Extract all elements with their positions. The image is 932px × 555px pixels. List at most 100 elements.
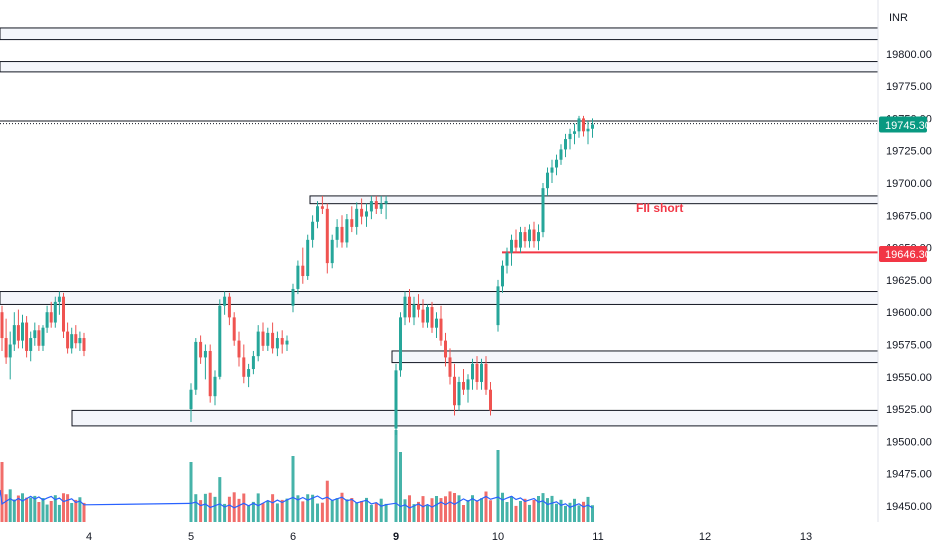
candle[interactable] xyxy=(582,115,585,137)
candle[interactable] xyxy=(62,292,65,339)
candle[interactable] xyxy=(417,294,420,318)
candle[interactable] xyxy=(403,291,407,326)
candle[interactable] xyxy=(25,316,29,358)
zone-1[interactable] xyxy=(0,61,879,73)
zone-3[interactable] xyxy=(0,291,879,305)
candle[interactable] xyxy=(591,118,594,138)
candle[interactable] xyxy=(232,312,236,346)
candle[interactable] xyxy=(586,120,590,145)
candle[interactable] xyxy=(237,331,241,367)
candle[interactable] xyxy=(306,234,310,280)
candle[interactable] xyxy=(501,260,504,293)
candle[interactable] xyxy=(573,123,576,145)
candle[interactable] xyxy=(444,332,447,367)
candle[interactable] xyxy=(379,195,383,215)
candle[interactable] xyxy=(475,356,479,390)
candle[interactable] xyxy=(280,330,284,354)
candle[interactable] xyxy=(49,301,53,328)
candle[interactable] xyxy=(435,312,438,339)
candle[interactable] xyxy=(285,335,289,351)
candle[interactable] xyxy=(505,247,509,274)
candle[interactable] xyxy=(301,247,305,284)
candle[interactable] xyxy=(256,325,260,362)
candle[interactable] xyxy=(340,215,344,248)
candle[interactable] xyxy=(12,312,16,351)
candle[interactable] xyxy=(568,128,572,150)
candle[interactable] xyxy=(471,358,474,390)
candle[interactable] xyxy=(41,325,45,351)
candle[interactable] xyxy=(466,374,470,403)
candle[interactable] xyxy=(374,195,378,215)
candle[interactable] xyxy=(8,331,12,380)
candle[interactable] xyxy=(74,325,78,349)
candle[interactable] xyxy=(82,332,86,357)
candle[interactable] xyxy=(559,144,563,165)
candle[interactable] xyxy=(537,224,540,251)
candle[interactable] xyxy=(203,344,207,380)
candle[interactable] xyxy=(271,322,275,354)
candle[interactable] xyxy=(365,203,368,227)
candle[interactable] xyxy=(335,219,339,248)
candle[interactable] xyxy=(399,312,402,377)
candle[interactable] xyxy=(57,291,61,315)
candle[interactable] xyxy=(555,154,558,176)
candle[interactable] xyxy=(275,331,279,357)
candle[interactable] xyxy=(480,358,483,390)
candle[interactable] xyxy=(546,167,549,196)
candle[interactable] xyxy=(532,221,536,248)
candle[interactable] xyxy=(430,301,434,333)
candle[interactable] xyxy=(194,338,198,395)
candle[interactable] xyxy=(218,299,222,380)
candle[interactable] xyxy=(439,305,443,346)
zone-0[interactable] xyxy=(0,27,879,41)
candle[interactable] xyxy=(291,283,295,313)
candle[interactable] xyxy=(53,296,57,328)
candle[interactable] xyxy=(316,201,319,229)
chart-pane[interactable] xyxy=(0,0,878,522)
candle[interactable] xyxy=(189,383,193,423)
candle[interactable] xyxy=(66,322,70,354)
candle[interactable] xyxy=(350,206,354,233)
candle[interactable] xyxy=(242,344,246,384)
candle[interactable] xyxy=(421,299,425,328)
candle[interactable] xyxy=(213,370,217,406)
candle[interactable] xyxy=(325,203,329,274)
candle[interactable] xyxy=(296,260,300,295)
candle[interactable] xyxy=(247,363,251,388)
candle[interactable] xyxy=(523,226,527,248)
candle[interactable] xyxy=(223,291,227,315)
candle[interactable] xyxy=(29,331,33,362)
candle[interactable] xyxy=(208,344,212,403)
candle[interactable] xyxy=(514,229,518,253)
candle[interactable] xyxy=(519,226,522,253)
candle[interactable] xyxy=(33,322,37,346)
time-axis[interactable] xyxy=(0,522,878,550)
candle[interactable] xyxy=(360,198,364,225)
candle[interactable] xyxy=(70,327,74,354)
candle[interactable] xyxy=(457,376,461,411)
candle[interactable] xyxy=(550,159,554,183)
candle[interactable] xyxy=(384,195,388,220)
candle[interactable] xyxy=(37,325,41,351)
candle[interactable] xyxy=(462,369,465,395)
candle[interactable] xyxy=(21,314,24,349)
candle[interactable] xyxy=(453,363,456,416)
candle[interactable] xyxy=(4,318,8,364)
candle[interactable] xyxy=(412,296,416,326)
zone-5[interactable] xyxy=(71,409,879,427)
candle[interactable] xyxy=(16,309,20,349)
candle[interactable] xyxy=(369,195,373,220)
candle[interactable] xyxy=(510,234,513,266)
candle[interactable] xyxy=(345,214,349,248)
candle[interactable] xyxy=(489,381,492,416)
candle[interactable] xyxy=(448,348,452,385)
candle[interactable] xyxy=(426,304,429,328)
candle[interactable] xyxy=(78,331,82,351)
candle[interactable] xyxy=(541,183,545,238)
candle[interactable] xyxy=(251,350,255,375)
candle[interactable] xyxy=(355,202,359,235)
candle[interactable] xyxy=(261,322,265,351)
candle[interactable] xyxy=(320,195,324,215)
zone-4[interactable] xyxy=(391,350,879,364)
